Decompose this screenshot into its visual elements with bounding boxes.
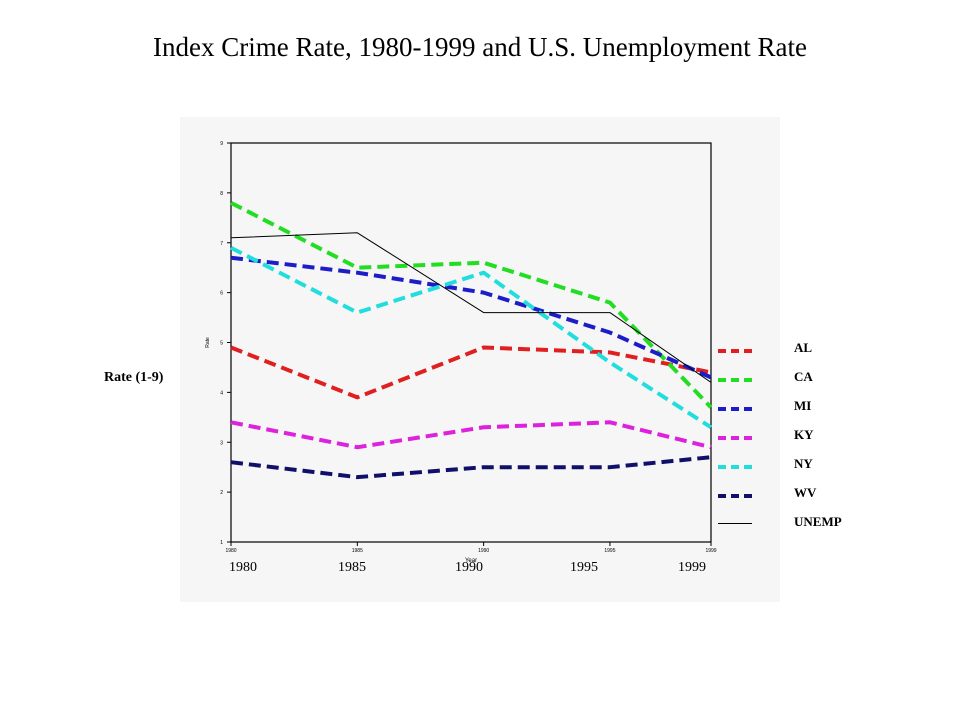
legend-swatch	[718, 407, 752, 411]
legend-swatch	[718, 465, 752, 469]
y-axis-title: Rate	[205, 337, 211, 348]
x-tick-label: 1985	[352, 548, 363, 554]
x-big-tick-1995: 1995	[570, 560, 598, 575]
y-tick-label: 8	[220, 191, 223, 197]
y-tick-label: 7	[220, 241, 223, 247]
legend-label: WV	[794, 485, 817, 500]
legend-item-mi: MI	[718, 398, 918, 427]
legend-swatch	[718, 349, 752, 353]
series-line-mi	[230, 255, 712, 380]
y-axis-outer-label: Rate (1-9)	[104, 370, 164, 385]
x-tick-label: 1999	[705, 548, 716, 554]
legend-label: KY	[794, 427, 814, 442]
page-title: Index Crime Rate, 1980-1999 and U.S. Une…	[153, 32, 807, 62]
x-big-tick-1990: 1990	[455, 560, 483, 575]
series-line-ca	[230, 201, 713, 409]
legend-label: MI	[794, 398, 812, 413]
legend-item-ny: NY	[718, 456, 918, 485]
legend-item-ky: KY	[718, 427, 918, 456]
series-line-unemp	[230, 232, 712, 383]
legend-label: NY	[794, 456, 813, 471]
legend: AL CA MI KY NY WV UNEMP	[718, 340, 918, 543]
series-line-wv	[230, 455, 712, 480]
series-line-al	[230, 345, 712, 400]
legend-swatch	[718, 436, 752, 440]
legend-label: UNEMP	[794, 514, 842, 529]
chart-svg: 1 2 3 4 5 6 7 8 9 1980 1985 1990 1995 1999 Rate Year	[205, 141, 717, 564]
legend-swatch	[718, 523, 752, 524]
legend-swatch	[718, 494, 752, 498]
plot-frame	[230, 142, 712, 543]
legend-item-ca: CA	[718, 369, 918, 398]
y-tick-label: 9	[220, 141, 223, 147]
legend-swatch	[718, 378, 752, 382]
legend-label: AL	[794, 340, 813, 355]
y-tick-label: 5	[220, 341, 223, 347]
x-tick-label: 1980	[225, 548, 236, 554]
x-big-tick-1985: 1985	[338, 560, 366, 575]
y-tick-label: 1	[220, 540, 223, 546]
x-big-tick-1999: 1999	[678, 560, 706, 575]
legend-label: CA	[794, 369, 813, 384]
legend-item-wv: WV	[718, 485, 918, 514]
legend-item-unemp: UNEMP	[718, 514, 918, 543]
chart-panel: 1 2 3 4 5 6 7 8 9 1980 1985 1990 1995 1999 Rate Year	[180, 117, 780, 602]
x-tick-label: 1990	[478, 548, 489, 554]
series-line-ny	[230, 245, 713, 429]
y-tick-label: 2	[220, 490, 223, 496]
y-tick-label: 3	[220, 440, 223, 446]
y-tick-label: 4	[220, 390, 223, 396]
x-big-tick-1980: 1980	[229, 560, 257, 575]
x-tick-label: 1995	[604, 548, 615, 554]
y-tick-label: 6	[220, 291, 223, 297]
series-line-ky	[230, 420, 712, 450]
legend-item-al: AL	[718, 340, 918, 369]
x-axis-title: Year	[465, 558, 477, 564]
